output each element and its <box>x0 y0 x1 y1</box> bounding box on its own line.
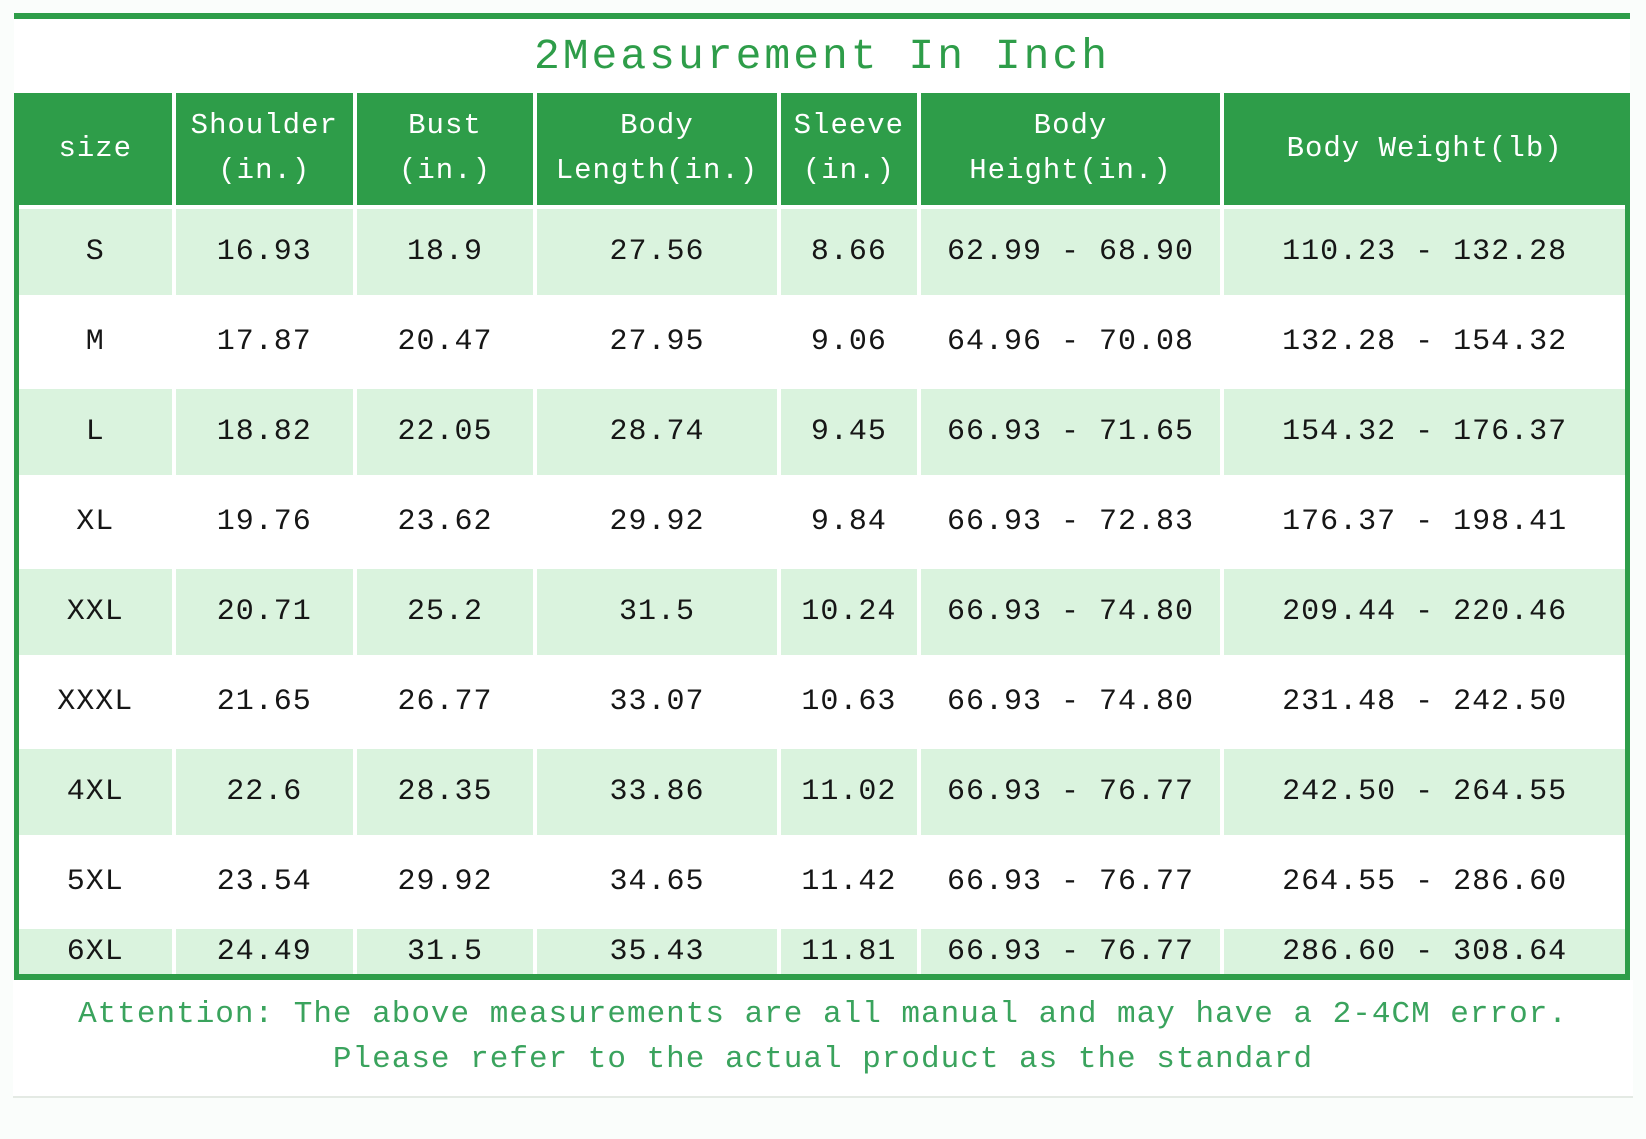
cell-body-height: 66.93 - 76.77 <box>916 925 1221 974</box>
cell-body-height: 66.93 - 76.77 <box>916 745 1221 835</box>
cell-shoulder: 22.6 <box>171 745 354 835</box>
cell-body-length: 27.56 <box>532 205 777 295</box>
cell-size: 6XL <box>19 925 172 974</box>
column-header-body-weight: Body Weight(lb) <box>1220 93 1625 205</box>
column-header-shoulder: Shoulder (in.) <box>171 93 354 205</box>
column-header-sleeve: Sleeve (in.) <box>777 93 917 205</box>
cell-shoulder: 16.93 <box>171 205 354 295</box>
table-row-xl: XL 19.76 23.62 29.92 9.84 66.93 - 72.83 … <box>19 475 1625 565</box>
page-title: 2Measurement In Inch <box>533 31 1111 81</box>
cell-shoulder: 24.49 <box>171 925 354 974</box>
cell-sleeve: 9.84 <box>777 475 917 565</box>
cell-size: XL <box>19 475 172 565</box>
cell-body-weight: 264.55 - 286.60 <box>1220 835 1625 925</box>
cell-body-height: 66.93 - 74.80 <box>916 565 1221 655</box>
cell-sleeve: 10.63 <box>777 655 917 745</box>
column-header-body-length: Body Length(in.) <box>532 93 777 205</box>
cell-shoulder: 17.87 <box>171 295 354 385</box>
cell-sleeve: 9.45 <box>777 385 917 475</box>
cell-body-length: 27.95 <box>532 295 777 385</box>
cell-body-weight: 286.60 - 308.64 <box>1220 925 1625 974</box>
cell-shoulder: 19.76 <box>171 475 354 565</box>
cell-body-length: 33.07 <box>532 655 777 745</box>
cell-body-weight: 154.32 - 176.37 <box>1220 385 1625 475</box>
cell-body-height: 66.93 - 71.65 <box>916 385 1221 475</box>
cell-body-weight: 132.28 - 154.32 <box>1220 295 1625 385</box>
attention-note: Attention: The above measurements are al… <box>13 980 1633 1098</box>
cell-bust: 31.5 <box>353 925 533 974</box>
cell-bust: 22.05 <box>353 385 533 475</box>
cell-bust: 20.47 <box>353 295 533 385</box>
cell-body-length: 34.65 <box>532 835 777 925</box>
cell-body-height: 62.99 - 68.90 <box>916 205 1221 295</box>
cell-body-height: 66.93 - 72.83 <box>916 475 1221 565</box>
cell-sleeve: 10.24 <box>777 565 917 655</box>
table-row-4xl: 4XL 22.6 28.35 33.86 11.02 66.93 - 76.77… <box>19 745 1625 835</box>
cell-body-weight: 176.37 - 198.41 <box>1220 475 1625 565</box>
table-row-xxxl: XXXL 21.65 26.77 33.07 10.63 66.93 - 74.… <box>19 655 1625 745</box>
cell-body-length: 33.86 <box>532 745 777 835</box>
cell-size: XXXL <box>19 655 172 745</box>
cell-bust: 18.9 <box>353 205 533 295</box>
cell-body-height: 66.93 - 74.80 <box>916 655 1221 745</box>
size-chart-frame: size Shoulder (in.) Bust (in.) Body Leng… <box>14 93 1630 980</box>
cell-size: 5XL <box>19 835 172 925</box>
cell-body-length: 31.5 <box>532 565 777 655</box>
size-chart-table: size Shoulder (in.) Bust (in.) Body Leng… <box>19 93 1625 974</box>
column-header-bust: Bust (in.) <box>353 93 533 205</box>
cell-size: M <box>19 295 172 385</box>
title-band: 2Measurement In Inch <box>14 19 1630 93</box>
cell-shoulder: 21.65 <box>171 655 354 745</box>
cell-sleeve: 9.06 <box>777 295 917 385</box>
cell-sleeve: 8.66 <box>777 205 917 295</box>
cell-bust: 26.77 <box>353 655 533 745</box>
header-row: size Shoulder (in.) Bust (in.) Body Leng… <box>19 93 1625 205</box>
cell-bust: 23.62 <box>353 475 533 565</box>
cell-shoulder: 20.71 <box>171 565 354 655</box>
cell-shoulder: 18.82 <box>171 385 354 475</box>
cell-body-height: 66.93 - 76.77 <box>916 835 1221 925</box>
table-row-l: L 18.82 22.05 28.74 9.45 66.93 - 71.65 1… <box>19 385 1625 475</box>
cell-size: L <box>19 385 172 475</box>
attention-note-line1: Attention: The above measurements are al… <box>78 997 1568 1032</box>
cell-body-length: 28.74 <box>532 385 777 475</box>
cell-sleeve: 11.42 <box>777 835 917 925</box>
cell-size: 4XL <box>19 745 172 835</box>
column-header-body-height: Body Height(in.) <box>916 93 1221 205</box>
cell-size: XXL <box>19 565 172 655</box>
cell-sleeve: 11.02 <box>777 745 917 835</box>
cell-bust: 29.92 <box>353 835 533 925</box>
table-row-s: S 16.93 18.9 27.56 8.66 62.99 - 68.90 11… <box>19 205 1625 295</box>
cell-body-weight: 110.23 - 132.28 <box>1220 205 1625 295</box>
table-row-6xl: 6XL 24.49 31.5 35.43 11.81 66.93 - 76.77… <box>19 925 1625 974</box>
cell-shoulder: 23.54 <box>171 835 354 925</box>
top-border-rule <box>14 13 1630 19</box>
cell-bust: 25.2 <box>353 565 533 655</box>
table-row-m: M 17.87 20.47 27.95 9.06 64.96 - 70.08 1… <box>19 295 1625 385</box>
table-row-5xl: 5XL 23.54 29.92 34.65 11.42 66.93 - 76.7… <box>19 835 1625 925</box>
cell-body-weight: 242.50 - 264.55 <box>1220 745 1625 835</box>
cell-body-weight: 209.44 - 220.46 <box>1220 565 1625 655</box>
cell-body-height: 64.96 - 70.08 <box>916 295 1221 385</box>
column-header-size: size <box>19 93 172 205</box>
cell-body-length: 35.43 <box>532 925 777 974</box>
attention-note-line2: Please refer to the actual product as th… <box>332 1042 1314 1077</box>
cell-size: S <box>19 205 172 295</box>
cell-bust: 28.35 <box>353 745 533 835</box>
cell-body-length: 29.92 <box>532 475 777 565</box>
table-row-xxl: XXL 20.71 25.2 31.5 10.24 66.93 - 74.80 … <box>19 565 1625 655</box>
cell-sleeve: 11.81 <box>777 925 917 974</box>
cell-body-weight: 231.48 - 242.50 <box>1220 655 1625 745</box>
